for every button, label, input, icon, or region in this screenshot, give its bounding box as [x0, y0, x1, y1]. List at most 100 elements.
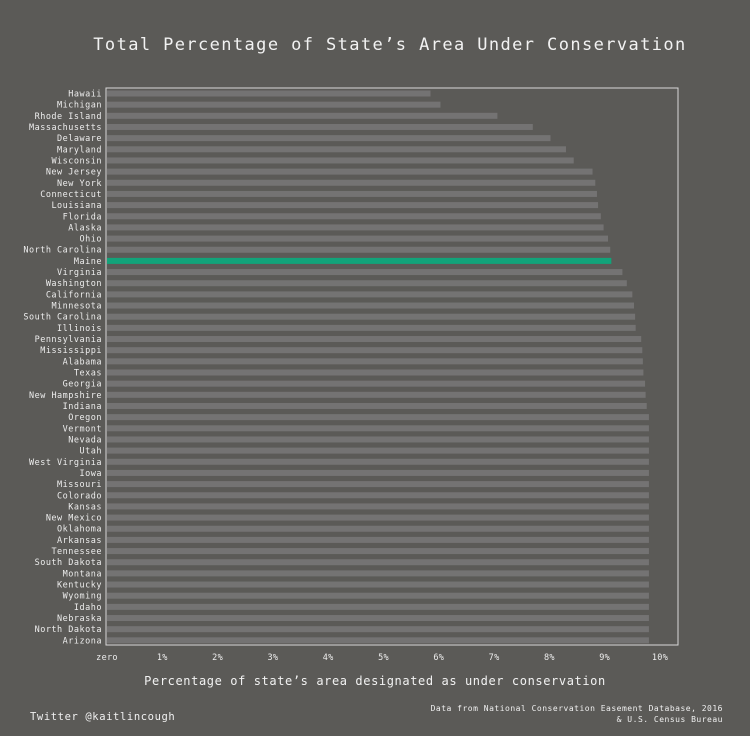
- bar-washington: [107, 280, 627, 287]
- x-tick-label: 9%: [599, 653, 610, 663]
- category-label: Vermont: [63, 424, 102, 434]
- bar-michigan: [107, 101, 441, 108]
- bar-maryland: [107, 146, 566, 153]
- bar-vermont: [107, 425, 649, 432]
- category-label: North Dakota: [35, 625, 102, 635]
- category-label: Alabama: [63, 357, 102, 367]
- x-tick-label: 10%: [652, 653, 668, 663]
- x-tick-label: 5%: [378, 653, 389, 663]
- bar-virginia: [107, 269, 623, 276]
- bar-oregon: [107, 414, 649, 421]
- bar-mississippi: [107, 347, 643, 354]
- category-label: Texas: [74, 369, 102, 379]
- bar-kansas: [107, 503, 649, 510]
- category-label: Louisiana: [51, 201, 102, 211]
- x-tick-label: 7%: [489, 653, 500, 663]
- category-label: Maryland: [57, 145, 102, 155]
- bar-maine: [107, 257, 612, 264]
- category-label: Michigan: [57, 101, 102, 111]
- x-tick-label: 2%: [212, 653, 223, 663]
- category-label: South Carolina: [23, 313, 102, 323]
- bar-missouri: [107, 481, 649, 488]
- bar-arizona: [107, 637, 649, 644]
- bar-wisconsin: [107, 157, 574, 164]
- bar-colorado: [107, 492, 649, 499]
- x-axis-label: Percentage of state’s area designated as…: [144, 674, 606, 688]
- bar-new-mexico: [107, 514, 649, 521]
- bar-montana: [107, 570, 649, 577]
- category-label: West Virginia: [29, 458, 102, 468]
- x-tick-labels: zero 1% 2% 3% 4% 5% 6% 7% 8% 9% 10%: [96, 653, 668, 663]
- category-label: Georgia: [63, 380, 102, 390]
- category-label: Connecticut: [40, 190, 102, 200]
- bar-south-carolina: [107, 313, 636, 320]
- bar-alaska: [107, 224, 604, 231]
- category-label: New York: [57, 179, 102, 189]
- category-label: Florida: [63, 212, 102, 222]
- bar-florida: [107, 213, 601, 220]
- bar-iowa: [107, 469, 649, 476]
- bar-kentucky: [107, 581, 649, 588]
- category-label: Rhode Island: [35, 112, 102, 122]
- category-label: Mississippi: [40, 346, 102, 356]
- category-label: Minnesota: [51, 302, 102, 312]
- category-label: Tennessee: [51, 547, 102, 557]
- bar-massachusetts: [107, 123, 533, 130]
- twitter-credit: Twitter @kaitlincough: [30, 711, 176, 723]
- x-tick-label: 8%: [544, 653, 555, 663]
- category-label: Washington: [46, 279, 102, 289]
- category-label: Montana: [63, 569, 102, 579]
- category-label: New Jersey: [46, 168, 102, 178]
- x-tick-label: zero: [96, 653, 118, 663]
- bar-indiana: [107, 402, 647, 409]
- category-label: Iowa: [80, 469, 102, 479]
- category-label: Utah: [80, 447, 102, 457]
- category-label: Kentucky: [57, 581, 102, 591]
- bar-north-dakota: [107, 626, 649, 633]
- category-label: Wisconsin: [51, 156, 102, 166]
- bar-tennessee: [107, 548, 649, 555]
- category-label: California: [46, 290, 102, 300]
- bar-wyoming: [107, 592, 649, 599]
- chart-title: Total Percentage of State’s Area Under C…: [93, 35, 687, 55]
- category-label: South Dakota: [35, 558, 102, 568]
- x-tick-label: 1%: [157, 653, 168, 663]
- bar-new-jersey: [107, 168, 593, 175]
- bar-utah: [107, 447, 649, 454]
- bar-ohio: [107, 235, 609, 242]
- bar-arkansas: [107, 536, 649, 543]
- source-line-1: Data from National Conservation Easement…: [430, 704, 723, 713]
- bar-rhode-island: [107, 112, 498, 119]
- bar-pennsylvania: [107, 336, 642, 343]
- category-label: Colorado: [57, 491, 102, 501]
- category-label: Oklahoma: [57, 525, 102, 535]
- category-label: Idaho: [74, 603, 102, 613]
- category-label: Ohio: [80, 235, 102, 245]
- bar-south-dakota: [107, 559, 649, 566]
- bar-idaho: [107, 603, 649, 610]
- category-label: Arizona: [63, 636, 102, 646]
- bar-minnesota: [107, 302, 635, 309]
- bar-west-virginia: [107, 458, 649, 465]
- bar-louisiana: [107, 202, 599, 209]
- bar-delaware: [107, 135, 551, 142]
- category-label: Nevada: [68, 435, 102, 445]
- bar-new-york: [107, 179, 596, 186]
- x-tick-label: 6%: [433, 653, 444, 663]
- category-label: New Hampshire: [29, 391, 102, 401]
- bar-illinois: [107, 324, 636, 331]
- category-label: Kansas: [68, 502, 102, 512]
- bar-north-carolina: [107, 246, 611, 253]
- category-label: Maine: [74, 257, 102, 267]
- bar-nebraska: [107, 615, 649, 622]
- category-label: Alaska: [68, 223, 102, 233]
- category-label: Pennsylvania: [35, 335, 102, 345]
- x-tick-label: 3%: [267, 653, 278, 663]
- bar-hawaii: [107, 90, 431, 97]
- source-line-2: & U.S. Census Bureau: [616, 715, 723, 724]
- bar-new-hampshire: [107, 391, 646, 398]
- bar-nevada: [107, 436, 649, 443]
- bar-oklahoma: [107, 525, 649, 532]
- category-label: Delaware: [57, 134, 102, 144]
